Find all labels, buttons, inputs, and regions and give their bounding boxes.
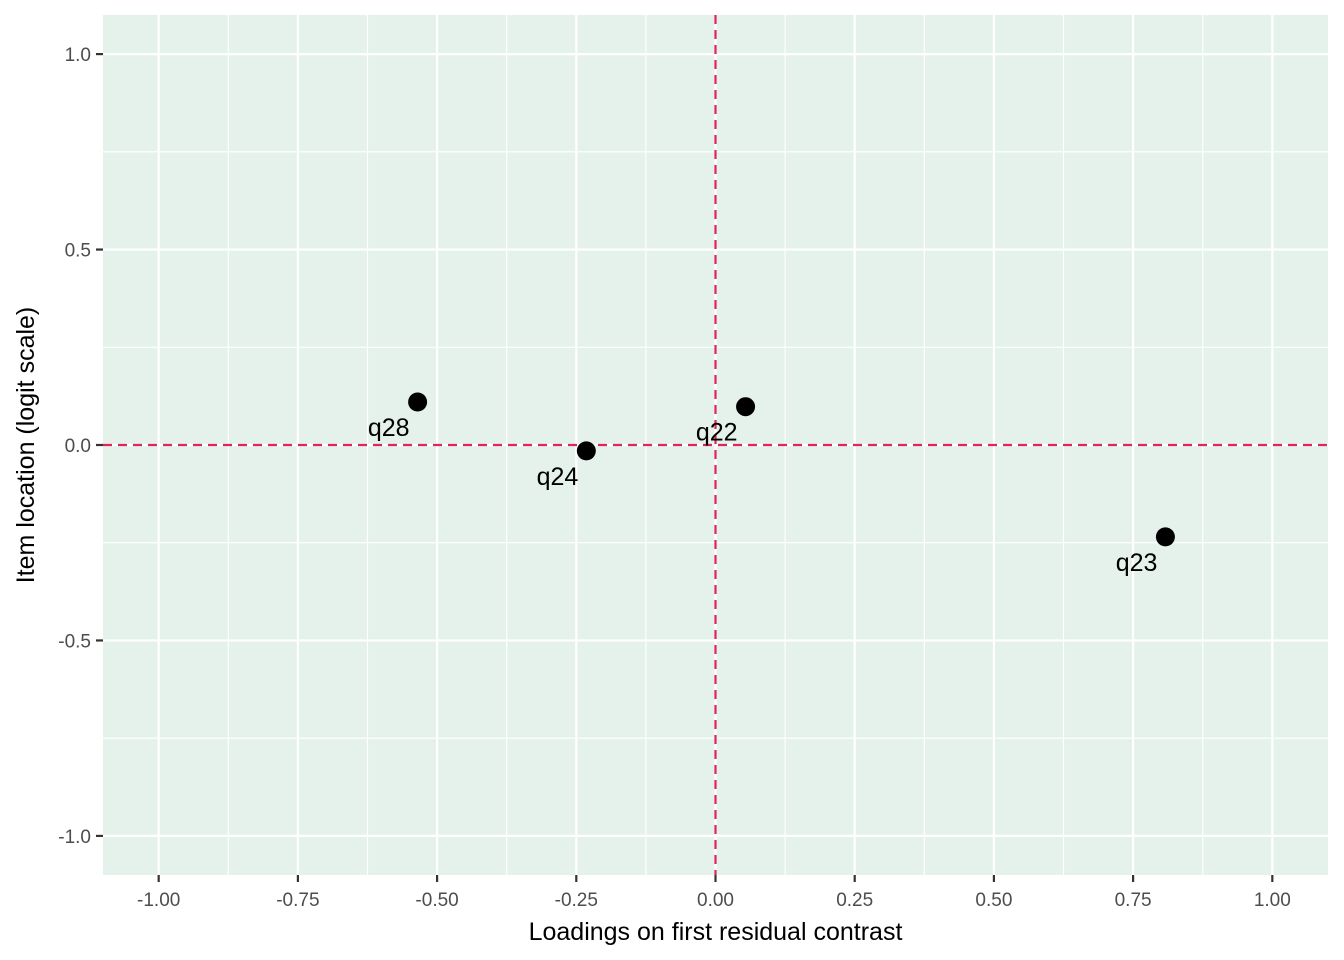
- data-label-q28: q28: [368, 414, 410, 442]
- reference-lines: [103, 15, 1328, 875]
- x-tick-label: -0.50: [415, 890, 458, 911]
- x-tick-label: 0.00: [697, 890, 734, 911]
- data-label-q23: q23: [1116, 549, 1158, 577]
- y-tick-label: -0.5: [58, 631, 91, 652]
- data-point-q24: [576, 441, 596, 461]
- y-tick-label: 0.0: [65, 436, 91, 457]
- x-axis: -1.00 -0.75 -0.50 -0.25 0.00 0.25 0.50 0.75 1.00: [137, 875, 1291, 911]
- y-tick-label: 1.0: [65, 45, 91, 66]
- x-tick-label: -0.25: [555, 890, 598, 911]
- y-axis: -1.0 -0.5 0.0 0.5 1.0: [58, 45, 103, 848]
- y-tick-label: 0.5: [65, 241, 91, 262]
- data-label-q24: q24: [537, 463, 579, 491]
- y-tick-label: -1.0: [58, 827, 91, 848]
- x-tick-label: 0.75: [1115, 890, 1152, 911]
- data-point-q22: [736, 397, 756, 417]
- x-axis-title: Loadings on first residual contrast: [529, 918, 903, 946]
- data-point-labels: q28 q24 q22 q23: [368, 414, 1158, 577]
- data-point-q23: [1155, 527, 1175, 547]
- data-points: [408, 392, 1175, 547]
- x-tick-label: 0.50: [975, 890, 1012, 911]
- data-point-q28: [408, 392, 428, 412]
- x-tick-label: -0.75: [276, 890, 319, 911]
- x-tick-label: -1.00: [137, 890, 180, 911]
- data-label-q22: q22: [696, 419, 738, 447]
- x-tick-label: 1.00: [1254, 890, 1291, 911]
- x-tick-label: 0.25: [836, 890, 873, 911]
- y-axis-title: Item location (logit scale): [12, 307, 40, 584]
